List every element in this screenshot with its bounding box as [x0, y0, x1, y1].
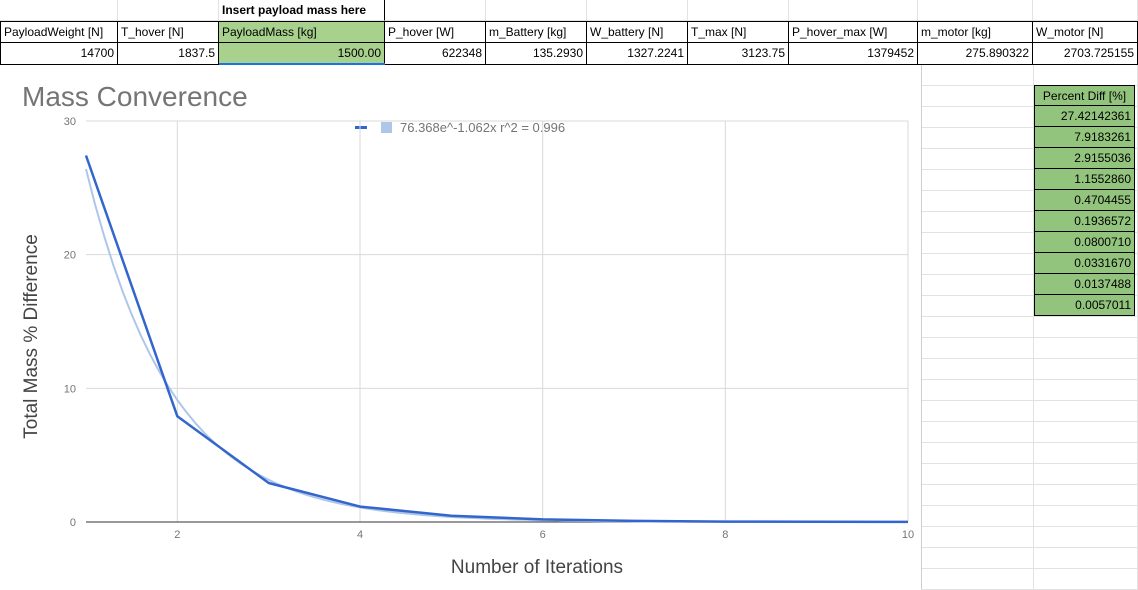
empty-cell[interactable] — [921, 506, 1034, 527]
empty-cell[interactable] — [921, 191, 1034, 212]
x-tick-label: 10 — [902, 529, 914, 541]
instruction-cell[interactable]: Insert payload mass here — [219, 0, 385, 21]
empty-cell[interactable] — [1033, 359, 1138, 380]
cell-b1[interactable] — [118, 0, 219, 21]
empty-cell[interactable] — [921, 254, 1034, 275]
payload-mass-input[interactable]: 1500.00 — [219, 43, 385, 65]
empty-cell[interactable] — [1033, 401, 1138, 422]
value-t-hover[interactable]: 1837.5 — [118, 43, 219, 65]
empty-cell[interactable] — [921, 527, 1034, 548]
empty-cell[interactable] — [1033, 65, 1138, 86]
x-tick-label: 4 — [357, 529, 363, 541]
empty-cell[interactable] — [921, 338, 1034, 359]
header-w-battery[interactable]: W_battery [N] — [587, 21, 688, 43]
value-payload-weight[interactable]: 14700 — [0, 43, 118, 65]
percent-diff-cell[interactable]: 0.1936572 — [1034, 211, 1135, 232]
header-payload-mass[interactable]: PayloadMass [kg] — [219, 21, 385, 43]
header-m-battery[interactable]: m_Battery [kg] — [486, 21, 587, 43]
cell-e1[interactable] — [486, 0, 587, 21]
cell-a1[interactable] — [0, 0, 118, 21]
empty-cell[interactable] — [921, 275, 1034, 296]
value-t-max[interactable]: 3123.75 — [688, 43, 789, 65]
cell-g1[interactable] — [688, 0, 789, 21]
percent-diff-cell[interactable]: 0.0800710 — [1034, 232, 1135, 253]
x-tick-label: 8 — [722, 529, 728, 541]
percent-diff-cell[interactable]: 2.9155036 — [1034, 148, 1135, 169]
empty-cell[interactable] — [1033, 464, 1138, 485]
value-w-motor[interactable]: 2703.725155 — [1033, 43, 1138, 65]
percent-diff-cell[interactable]: 1.1552860 — [1034, 169, 1135, 190]
cell-d1[interactable] — [385, 0, 486, 21]
percent-diff-cell[interactable]: 0.0331670 — [1034, 253, 1135, 274]
empty-cell[interactable] — [1033, 338, 1138, 359]
empty-cell[interactable] — [921, 422, 1034, 443]
value-w-battery[interactable]: 1327.2241 — [587, 43, 688, 65]
empty-cell[interactable] — [1033, 569, 1138, 590]
header-t-max[interactable]: T_max [N] — [688, 21, 789, 43]
empty-cell[interactable] — [1033, 548, 1138, 569]
percent-diff-cell[interactable]: 0.4704455 — [1034, 190, 1135, 211]
chart-plot: 2 4 6 8 10 0 10 20 30 Number of Iterations Total M… — [0, 65, 921, 589]
header-p-hover[interactable]: P_hover [W] — [385, 21, 486, 43]
empty-cell[interactable] — [1033, 485, 1138, 506]
y-tick-label: 10 — [64, 383, 76, 395]
empty-cell[interactable] — [1033, 527, 1138, 548]
header-m-motor[interactable]: m_motor [kg] — [918, 21, 1033, 43]
empty-cell[interactable] — [921, 485, 1034, 506]
empty-cell[interactable] — [921, 149, 1034, 170]
percent-diff-cell[interactable]: 0.0057011 — [1034, 295, 1135, 316]
value-m-motor[interactable]: 275.890322 — [918, 43, 1033, 65]
header-p-hover-max[interactable]: P_hover_max [W] — [789, 21, 918, 43]
empty-cell[interactable] — [921, 464, 1034, 485]
x-axis-title: Number of Iterations — [451, 557, 623, 578]
empty-cell[interactable] — [921, 359, 1034, 380]
y-tick-label: 0 — [70, 517, 76, 529]
empty-cell[interactable] — [921, 107, 1034, 128]
cell-f1[interactable] — [587, 0, 688, 21]
percent-diff-cell[interactable]: 0.0137488 — [1034, 274, 1135, 295]
empty-cell[interactable] — [1033, 380, 1138, 401]
percent-diff-header[interactable]: Percent Diff [%] — [1034, 85, 1135, 106]
empty-cell[interactable] — [921, 548, 1034, 569]
empty-cell[interactable] — [921, 233, 1034, 254]
y-tick-label: 20 — [64, 250, 76, 262]
empty-cell[interactable] — [921, 317, 1034, 338]
y-tick-label: 30 — [64, 116, 76, 128]
x-tick-label: 6 — [540, 529, 546, 541]
empty-cell[interactable] — [1033, 443, 1138, 464]
value-p-hover-max[interactable]: 1379452 — [789, 43, 918, 65]
header-t-hover[interactable]: T_hover [N] — [118, 21, 219, 43]
empty-cell[interactable] — [1033, 506, 1138, 527]
empty-cell[interactable] — [1033, 317, 1138, 338]
empty-cell[interactable] — [921, 170, 1034, 191]
y-axis-title: Total Mass % Difference — [21, 234, 42, 439]
cell-i1[interactable] — [918, 0, 1033, 21]
percent-diff-cell[interactable]: 7.9183261 — [1034, 127, 1135, 148]
empty-cell[interactable] — [921, 296, 1034, 317]
empty-cell[interactable] — [921, 128, 1034, 149]
header-payload-weight[interactable]: PayloadWeight [N] — [0, 21, 118, 43]
empty-cell[interactable] — [921, 569, 1034, 590]
empty-cell[interactable] — [921, 401, 1034, 422]
percent-diff-cell[interactable]: 27.42142361 — [1034, 106, 1135, 127]
x-tick-label: 2 — [174, 529, 180, 541]
mass-convergence-chart[interactable]: Mass Converence 76.368e^-1.062x r^2 = 0.… — [0, 65, 922, 589]
cell-j1[interactable] — [1033, 0, 1138, 21]
header-w-motor[interactable]: W_motor [N] — [1033, 21, 1138, 43]
series-line — [86, 156, 908, 522]
empty-cell[interactable] — [921, 65, 1034, 86]
value-m-battery[interactable]: 135.2930 — [486, 43, 587, 65]
empty-cell[interactable] — [921, 380, 1034, 401]
value-p-hover[interactable]: 622348 — [385, 43, 486, 65]
empty-cell[interactable] — [921, 212, 1034, 233]
cell-h1[interactable] — [789, 0, 918, 21]
empty-cell[interactable] — [921, 86, 1034, 107]
trendline — [86, 169, 908, 522]
empty-cell[interactable] — [921, 443, 1034, 464]
empty-cell[interactable] — [1033, 422, 1138, 443]
